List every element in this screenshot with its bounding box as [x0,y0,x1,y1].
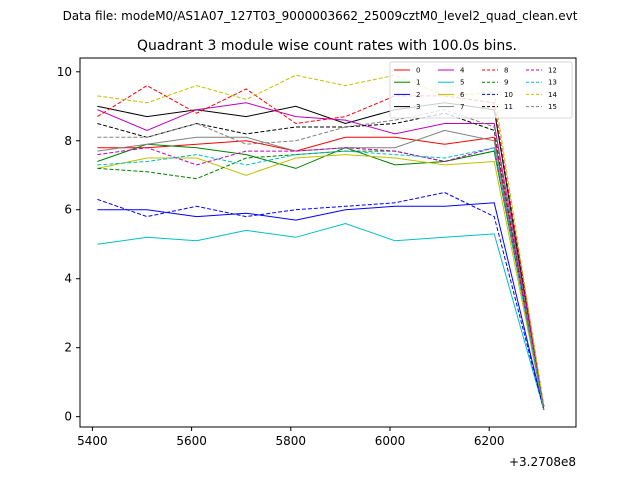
y-tick-label-10: 10 [57,65,72,79]
x-tick-label-5800: 5800 [276,434,307,448]
legend-label-9: 9 [504,79,508,87]
x-tick-label-6200: 6200 [474,434,505,448]
plot-frame [79,57,577,428]
legend-label-2: 2 [416,91,420,99]
legend-label-6: 6 [460,91,465,99]
series-line-0 [97,136,545,407]
legend-label-5: 5 [460,79,464,87]
legend-label-3: 3 [416,103,420,111]
legend-label-7: 7 [460,103,464,111]
chart-title: Quadrant 3 module wise count rates with … [137,38,517,54]
legend-label-10: 10 [504,91,513,99]
x-offset-label: +3.2708e8 [509,455,576,469]
y-tick-label-0: 0 [64,410,72,424]
legend-label-1: 1 [416,79,420,87]
series-line-13 [97,147,545,410]
legend-label-0: 0 [416,67,420,75]
series-line-11 [97,112,545,410]
series-line-9 [97,150,545,407]
legend-label-12: 12 [548,67,557,75]
y-tick-label-4: 4 [64,272,72,286]
legend-label-13: 13 [548,79,557,87]
legend-label-11: 11 [504,103,513,111]
series-line-5 [97,222,545,410]
series-line-4 [97,102,545,407]
chart-suptitle: Data file: modeM0/AS1A07_127T03_90000036… [63,9,578,23]
legend-label-15: 15 [548,103,557,111]
series-line-2 [97,202,545,410]
series-line-7 [97,129,545,410]
y-tick-label-2: 2 [64,341,72,355]
legend-box [389,61,573,119]
series-line-14 [97,74,545,407]
series-line-1 [97,143,545,407]
y-tick-label-6: 6 [64,203,72,217]
y-tick-label-8: 8 [64,134,72,148]
legend-label-14: 14 [548,91,557,99]
x-tick-label-6000: 6000 [375,434,406,448]
x-tick-label-5600: 5600 [176,434,207,448]
legend-label-4: 4 [460,67,465,75]
series-line-3 [97,102,545,410]
series-line-12 [97,147,545,407]
series-line-15 [97,109,545,410]
legend-label-8: 8 [504,67,508,75]
series-line-10 [97,191,545,410]
series-line-6 [97,154,545,410]
x-tick-label-5400: 5400 [77,434,108,448]
